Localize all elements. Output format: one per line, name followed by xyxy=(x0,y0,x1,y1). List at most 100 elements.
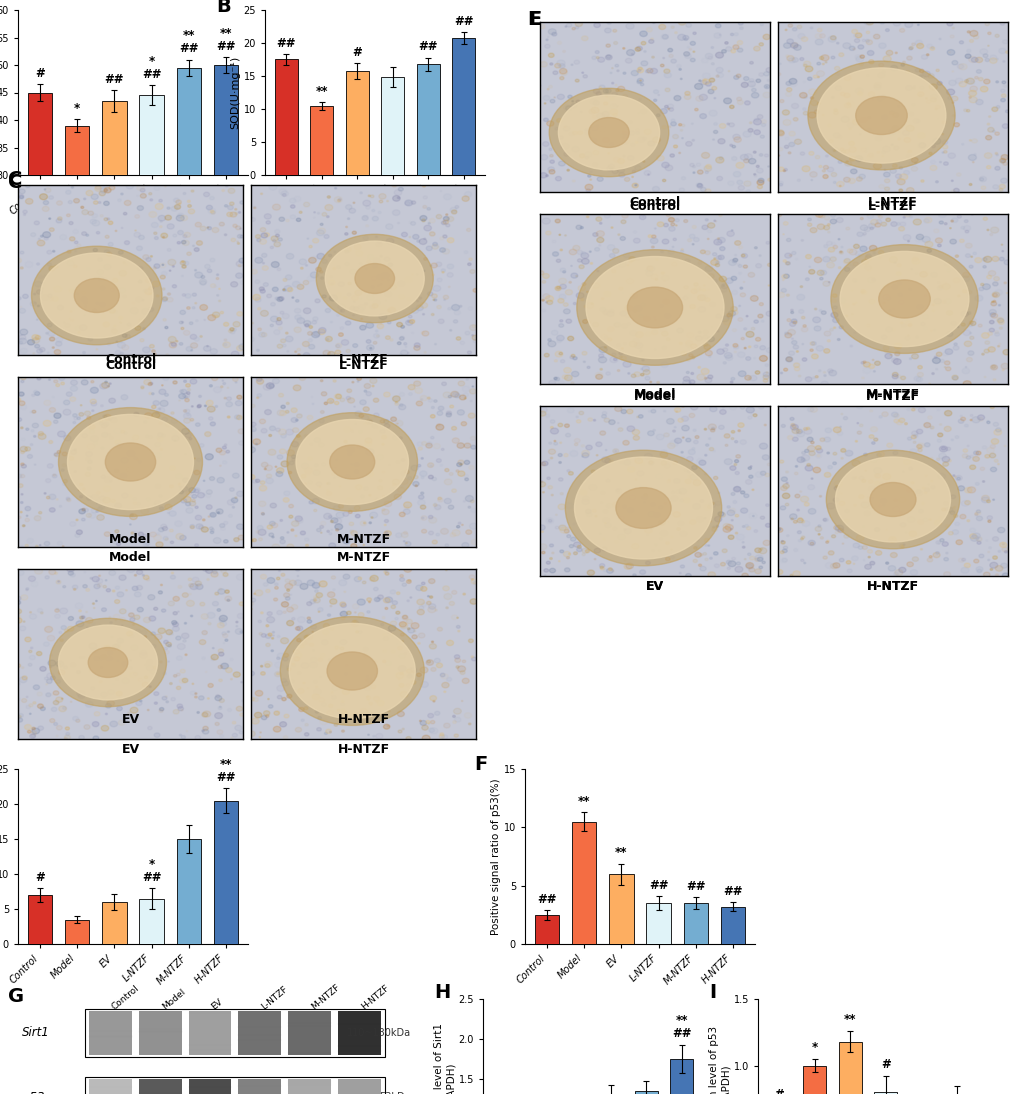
Circle shape xyxy=(731,49,735,53)
Circle shape xyxy=(76,244,81,247)
Circle shape xyxy=(82,519,85,521)
Circle shape xyxy=(111,636,113,638)
Circle shape xyxy=(98,258,102,261)
Circle shape xyxy=(303,683,305,684)
Circle shape xyxy=(711,86,716,90)
Circle shape xyxy=(702,79,709,84)
Circle shape xyxy=(167,298,173,302)
Circle shape xyxy=(868,434,873,439)
Circle shape xyxy=(311,331,319,338)
Circle shape xyxy=(173,198,179,202)
Circle shape xyxy=(973,153,975,155)
Circle shape xyxy=(790,574,792,577)
Circle shape xyxy=(22,676,28,679)
Circle shape xyxy=(144,676,148,678)
Circle shape xyxy=(615,488,671,528)
Circle shape xyxy=(171,698,175,701)
Circle shape xyxy=(369,577,374,581)
Circle shape xyxy=(952,475,954,476)
Circle shape xyxy=(793,117,797,121)
Circle shape xyxy=(381,435,386,439)
Circle shape xyxy=(805,278,808,280)
Circle shape xyxy=(559,492,562,494)
Circle shape xyxy=(468,306,472,311)
Circle shape xyxy=(671,119,675,123)
Circle shape xyxy=(733,45,738,49)
Circle shape xyxy=(881,71,884,73)
Circle shape xyxy=(547,459,549,461)
Text: **
##: ** ## xyxy=(216,757,235,783)
Circle shape xyxy=(569,545,573,548)
Circle shape xyxy=(989,444,995,449)
Circle shape xyxy=(110,621,112,624)
Circle shape xyxy=(43,420,51,427)
Circle shape xyxy=(78,616,87,621)
Circle shape xyxy=(640,463,644,465)
Circle shape xyxy=(159,708,164,711)
Circle shape xyxy=(390,621,396,626)
Circle shape xyxy=(789,81,797,86)
Circle shape xyxy=(72,230,78,234)
Circle shape xyxy=(576,276,577,277)
Circle shape xyxy=(719,409,726,415)
Circle shape xyxy=(412,309,418,313)
Circle shape xyxy=(353,604,359,608)
Circle shape xyxy=(37,652,42,655)
Circle shape xyxy=(982,572,989,577)
Circle shape xyxy=(945,263,951,267)
Circle shape xyxy=(760,321,763,322)
Circle shape xyxy=(738,272,741,275)
Circle shape xyxy=(70,380,77,385)
Y-axis label: Positive signal ratio of p53(%): Positive signal ratio of p53(%) xyxy=(490,778,500,934)
Circle shape xyxy=(70,311,71,312)
Circle shape xyxy=(791,58,798,62)
Circle shape xyxy=(712,139,713,140)
Circle shape xyxy=(18,484,23,488)
Circle shape xyxy=(442,248,449,254)
Circle shape xyxy=(382,496,384,497)
Circle shape xyxy=(418,447,422,450)
Circle shape xyxy=(837,528,843,533)
Circle shape xyxy=(136,313,138,314)
Circle shape xyxy=(727,567,730,570)
Circle shape xyxy=(279,217,284,221)
Circle shape xyxy=(540,462,545,466)
Circle shape xyxy=(698,331,701,334)
Circle shape xyxy=(52,296,58,301)
Circle shape xyxy=(441,271,443,274)
Circle shape xyxy=(441,683,448,688)
Circle shape xyxy=(429,232,435,236)
Circle shape xyxy=(378,211,381,213)
Circle shape xyxy=(852,48,855,50)
Circle shape xyxy=(417,442,422,446)
Circle shape xyxy=(713,97,715,98)
Circle shape xyxy=(64,735,70,740)
Circle shape xyxy=(839,326,843,329)
Circle shape xyxy=(817,77,818,78)
Circle shape xyxy=(458,461,464,465)
Circle shape xyxy=(690,42,695,45)
Circle shape xyxy=(288,472,291,474)
Circle shape xyxy=(889,110,894,115)
Circle shape xyxy=(867,549,871,554)
Circle shape xyxy=(404,532,408,534)
Circle shape xyxy=(1004,445,1005,446)
Circle shape xyxy=(116,691,122,696)
Circle shape xyxy=(919,73,925,78)
Circle shape xyxy=(666,104,673,108)
Circle shape xyxy=(40,348,45,352)
Circle shape xyxy=(915,336,918,338)
Circle shape xyxy=(261,233,267,238)
Circle shape xyxy=(942,462,948,466)
Circle shape xyxy=(287,667,290,671)
Circle shape xyxy=(747,81,755,86)
Circle shape xyxy=(392,210,399,216)
Circle shape xyxy=(91,494,99,500)
Circle shape xyxy=(354,463,359,466)
Circle shape xyxy=(721,406,723,408)
Circle shape xyxy=(781,477,787,481)
Circle shape xyxy=(935,69,938,71)
Circle shape xyxy=(874,550,880,556)
Circle shape xyxy=(801,358,806,361)
Circle shape xyxy=(709,521,711,522)
